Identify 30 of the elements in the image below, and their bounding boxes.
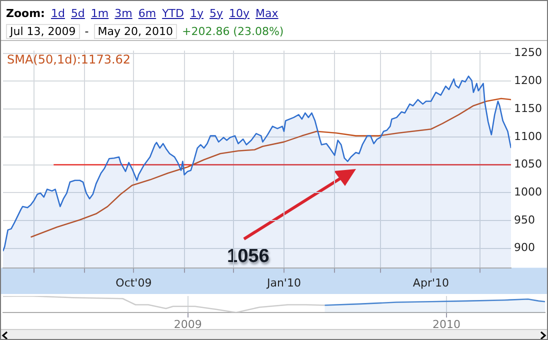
x-tick-label: Jan'10	[266, 276, 301, 290]
text: +202.86 (23.08%)	[182, 24, 284, 38]
x-tick-label: Oct'09	[116, 276, 152, 290]
y-tick-label: 1150	[514, 102, 542, 115]
text: -	[84, 24, 89, 38]
text: YTD	[162, 6, 184, 20]
y-tick-label: 950	[514, 213, 536, 226]
y-tick-label: 900	[514, 241, 536, 254]
text: 5y	[210, 6, 224, 20]
x-tick-label: Apr'10	[412, 276, 449, 290]
text: May 20, 2010	[94, 24, 177, 38]
text: 1m	[90, 6, 109, 20]
text: 5d	[70, 6, 85, 20]
y-tick-label: 1250	[514, 46, 542, 60]
x-tick-label: 2009	[174, 318, 202, 331]
annotation: 1056	[227, 246, 270, 268]
text: 10y	[229, 6, 250, 20]
x-tick-label: 2010	[432, 318, 461, 331]
y-tick-label: 1050	[514, 158, 542, 171]
text: 1d	[50, 6, 65, 20]
text: Jul 13, 2009	[6, 24, 80, 38]
text: 1y	[190, 6, 204, 20]
y-tick-label: 1100	[514, 130, 542, 143]
text: Max	[256, 6, 278, 20]
text: Zoom:	[6, 6, 45, 20]
y-tick-label: 1000	[514, 185, 542, 198]
text: 3m	[114, 6, 132, 20]
text: 6m	[138, 6, 156, 20]
y-tick-label: 1200	[514, 74, 542, 88]
text: SMA(50,1d):1173.62	[7, 52, 131, 67]
